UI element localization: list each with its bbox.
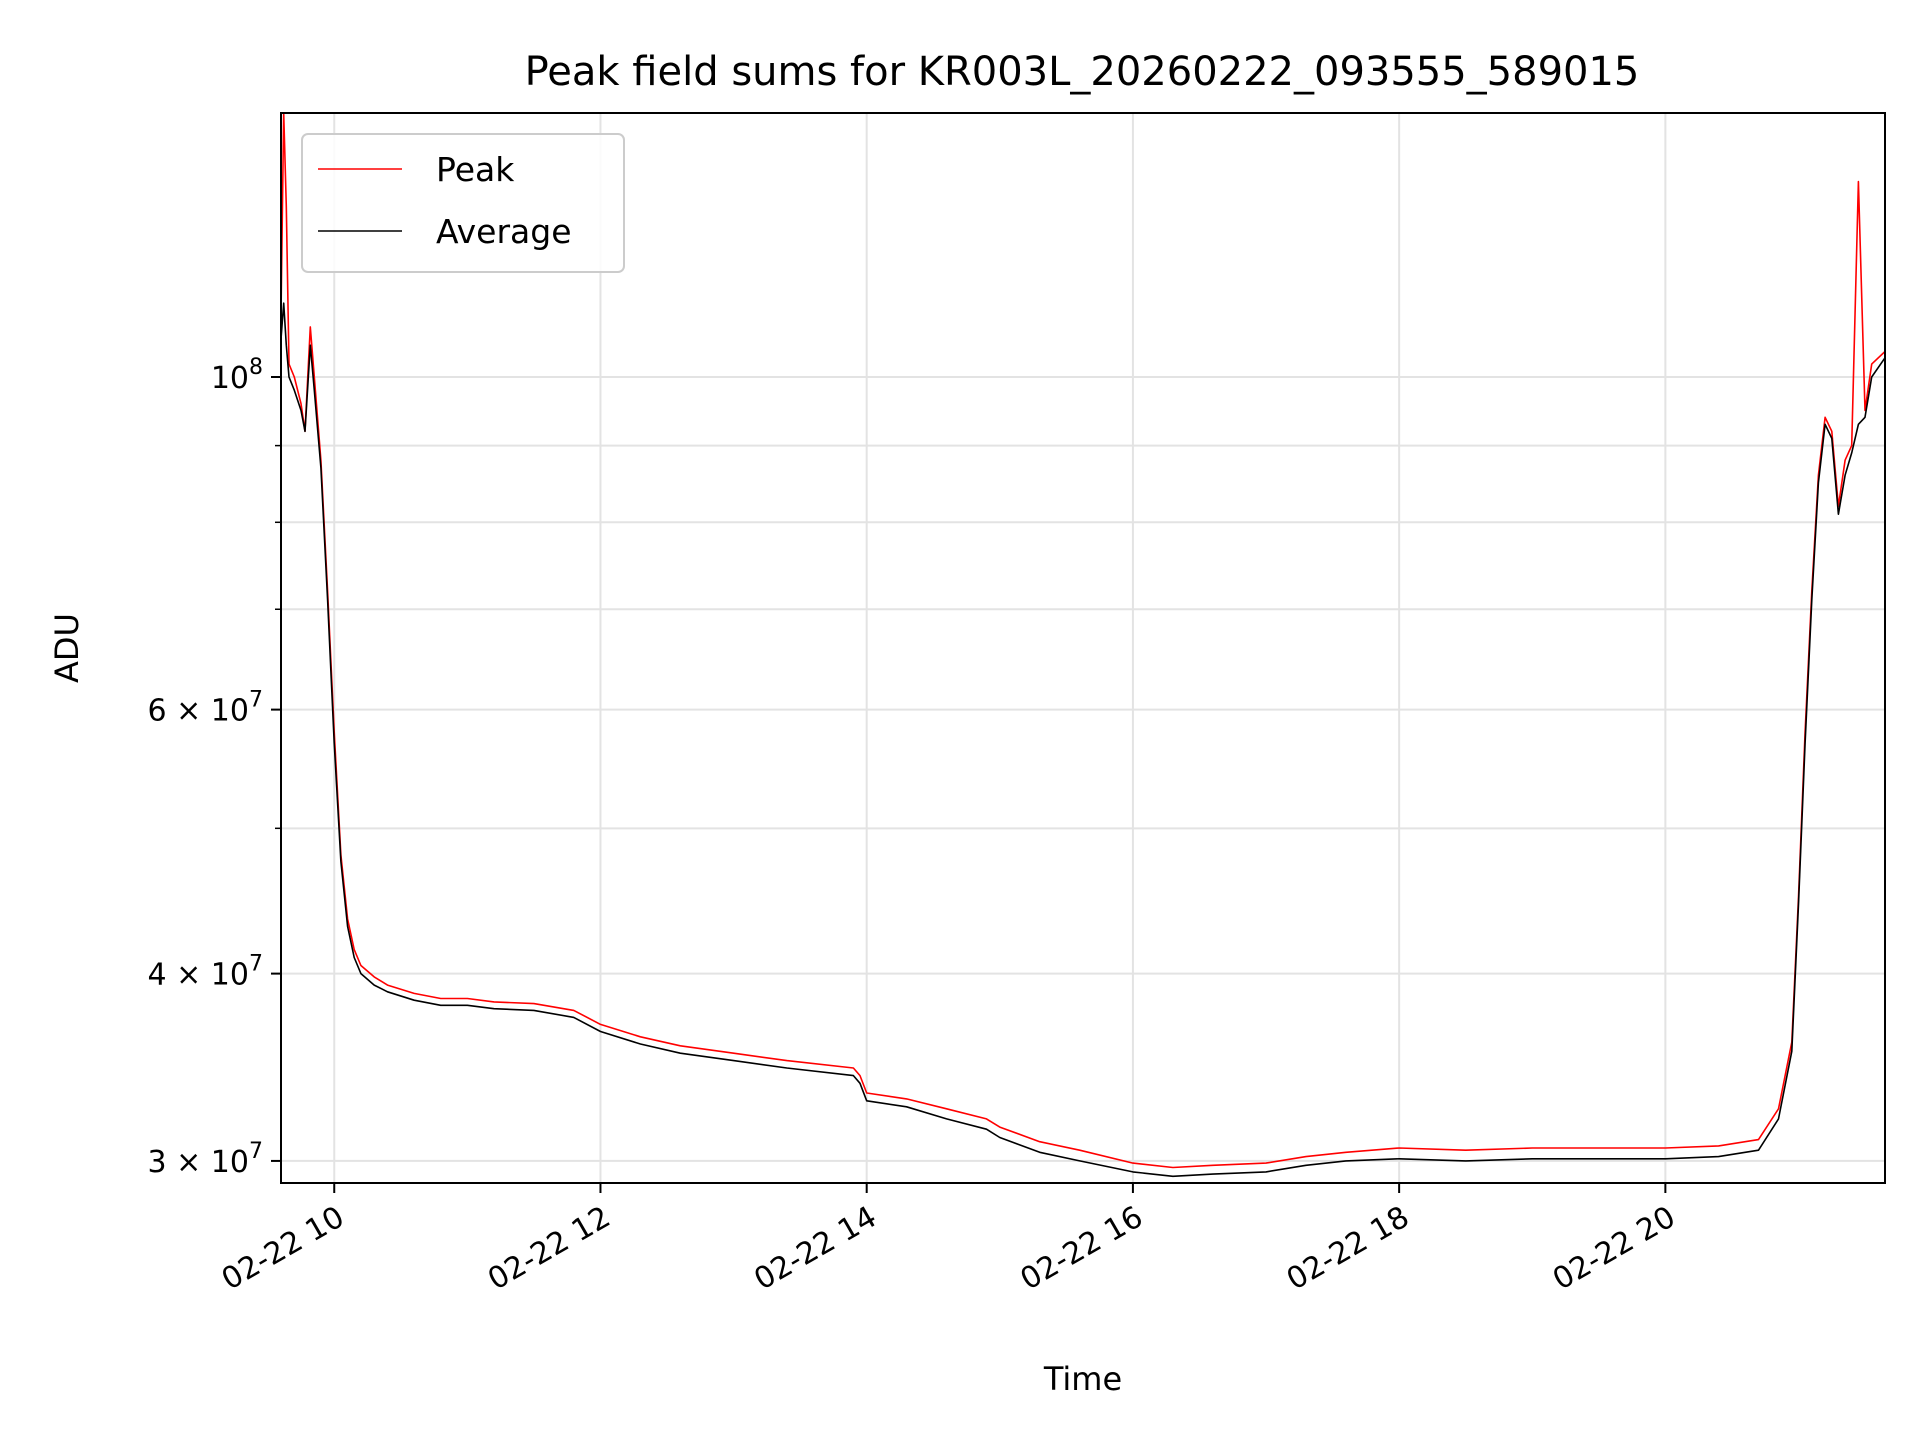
legend-label-average: Average xyxy=(436,212,572,251)
y-tick-label: 108 xyxy=(211,355,263,396)
y-tick-label: 4 × 107 xyxy=(148,952,263,993)
y-tick-label: 3 × 107 xyxy=(148,1139,263,1180)
series-line-average xyxy=(280,302,1886,1178)
series-layer xyxy=(280,112,1886,1178)
y-axis: 108 6 × 107 4 × 107 3 × 107 xyxy=(148,355,281,1180)
legend: Peak Average xyxy=(301,133,625,273)
y-axis-label: ADU xyxy=(48,613,86,683)
x-axis-label: Time xyxy=(1043,1360,1122,1398)
legend-label-peak: Peak xyxy=(436,150,515,189)
plot-frame xyxy=(280,112,1886,1184)
chart-title: Peak field sums for KR003L_20260222_0935… xyxy=(525,49,1640,95)
y-tick-label: 6 × 107 xyxy=(148,688,263,729)
